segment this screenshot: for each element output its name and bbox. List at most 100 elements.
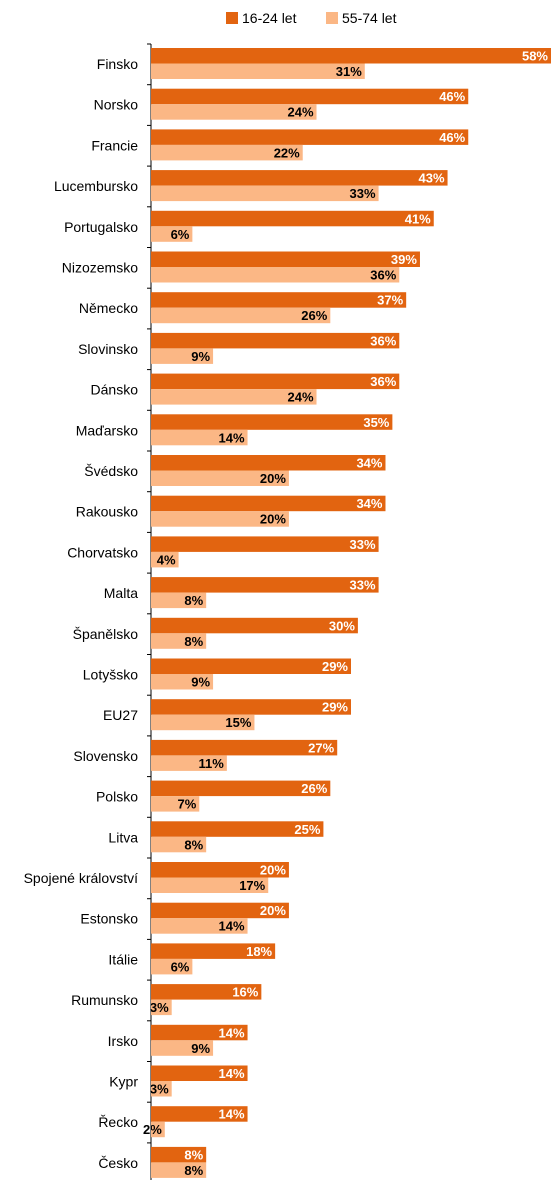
bar-16-24 bbox=[151, 984, 262, 1000]
bar-16-24 bbox=[151, 780, 331, 797]
legend-label-16-24: 16-24 let bbox=[242, 10, 297, 26]
data-label-55-74: 9% bbox=[191, 675, 210, 690]
bar-16-24 bbox=[151, 577, 379, 593]
bar-16-24 bbox=[151, 251, 420, 267]
category-label: Česko bbox=[98, 1155, 138, 1171]
plot-area: Finsko 58% 31% Norsko 46% 24% Francie 46% 22% Luc… bbox=[24, 43, 551, 1180]
data-label-16-24: 25% bbox=[294, 822, 320, 837]
bar-55-74 bbox=[151, 226, 193, 242]
data-label-16-24: 29% bbox=[322, 659, 348, 674]
data-label-55-74: 3% bbox=[150, 1000, 169, 1015]
category-label: Rakousko bbox=[76, 504, 138, 520]
data-label-55-74: 2% bbox=[143, 1122, 162, 1137]
category-label: Kypr bbox=[109, 1074, 138, 1090]
data-label-16-24: 34% bbox=[356, 456, 382, 471]
bar-55-74 bbox=[151, 714, 255, 731]
bar-55-74 bbox=[151, 1081, 172, 1097]
bar-55-74 bbox=[151, 511, 289, 527]
data-label-16-24: 14% bbox=[219, 1066, 245, 1081]
data-label-55-74: 11% bbox=[199, 756, 225, 771]
bar-16-24 bbox=[151, 821, 324, 837]
bar-55-74 bbox=[151, 755, 227, 771]
bar-55-74 bbox=[151, 429, 248, 446]
bar-16-24 bbox=[151, 170, 448, 186]
data-label-55-74: 9% bbox=[191, 349, 210, 364]
bar-16-24 bbox=[151, 332, 400, 349]
legend-swatch-55-74 bbox=[326, 12, 338, 24]
data-label-55-74: 20% bbox=[260, 512, 286, 527]
category-label: Lucembursko bbox=[54, 178, 138, 194]
bar-16-24 bbox=[151, 495, 386, 512]
bar-16-24 bbox=[151, 1024, 248, 1041]
category-label: EU27 bbox=[103, 707, 138, 723]
bar-16-24 bbox=[151, 1065, 248, 1081]
bar-55-74 bbox=[151, 1121, 165, 1138]
data-label-16-24: 58% bbox=[522, 49, 548, 64]
data-label-16-24: 36% bbox=[370, 333, 396, 348]
data-label-16-24: 20% bbox=[260, 903, 286, 918]
bar-55-74 bbox=[151, 1040, 214, 1056]
data-label-16-24: 18% bbox=[246, 944, 272, 959]
category-label: Lotyšsko bbox=[83, 667, 138, 683]
category-label: Německo bbox=[79, 300, 138, 316]
category-label: Španělsko bbox=[73, 626, 139, 642]
bar-55-74 bbox=[151, 877, 269, 893]
data-label-55-74: 8% bbox=[184, 837, 203, 852]
legend-label-55-74: 55-74 let bbox=[342, 10, 397, 26]
data-label-16-24: 29% bbox=[322, 700, 348, 715]
bar-55-74 bbox=[151, 389, 317, 405]
data-label-55-74: 8% bbox=[184, 593, 203, 608]
data-label-55-74: 8% bbox=[184, 1163, 203, 1178]
data-label-55-74: 14% bbox=[219, 430, 245, 445]
data-label-16-24: 14% bbox=[219, 1107, 245, 1122]
data-label-16-24: 43% bbox=[419, 171, 445, 186]
data-label-16-24: 30% bbox=[329, 618, 355, 633]
bar-55-74 bbox=[151, 144, 303, 161]
bar-16-24 bbox=[151, 210, 434, 227]
category-label: Portugalsko bbox=[64, 219, 138, 235]
category-label: Rumunsko bbox=[71, 992, 138, 1008]
bar-16-24 bbox=[151, 658, 351, 674]
bar-16-24 bbox=[151, 292, 407, 308]
category-label: Finsko bbox=[97, 56, 138, 72]
bar-55-74 bbox=[151, 1162, 207, 1178]
data-label-16-24: 41% bbox=[405, 211, 431, 226]
category-label: Spojené království bbox=[24, 870, 139, 886]
category-label: Norsko bbox=[94, 97, 139, 113]
data-label-16-24: 36% bbox=[370, 374, 396, 389]
bar-55-74 bbox=[151, 796, 200, 812]
category-label: Chorvatsko bbox=[67, 544, 138, 560]
bar-55-74 bbox=[151, 267, 400, 283]
category-label: Švédsko bbox=[84, 463, 138, 479]
bar-16-24 bbox=[151, 373, 400, 390]
data-label-55-74: 26% bbox=[301, 308, 327, 323]
bar-55-74 bbox=[151, 836, 207, 853]
bar-55-74 bbox=[151, 104, 317, 120]
bar-16-24 bbox=[151, 129, 469, 145]
data-label-55-74: 17% bbox=[239, 878, 265, 893]
bar-16-24 bbox=[151, 536, 379, 552]
bar-55-74 bbox=[151, 470, 289, 486]
category-label: Francie bbox=[91, 137, 138, 153]
data-label-55-74: 15% bbox=[225, 715, 251, 730]
data-label-55-74: 22% bbox=[274, 145, 300, 160]
data-label-16-24: 8% bbox=[184, 1147, 203, 1162]
legend-swatch-16-24 bbox=[226, 12, 238, 24]
data-label-16-24: 37% bbox=[377, 293, 403, 308]
category-label: Litva bbox=[108, 829, 138, 845]
bar-55-74 bbox=[151, 674, 214, 690]
data-label-55-74: 33% bbox=[350, 186, 376, 201]
data-label-16-24: 35% bbox=[363, 415, 389, 430]
data-label-55-74: 9% bbox=[191, 1041, 210, 1056]
bar-16-24 bbox=[151, 1146, 207, 1163]
data-label-55-74: 3% bbox=[150, 1082, 169, 1097]
bar-16-24 bbox=[151, 862, 289, 878]
category-label: Itálie bbox=[108, 951, 138, 967]
data-label-16-24: 46% bbox=[439, 130, 465, 145]
data-label-55-74: 24% bbox=[287, 390, 313, 405]
data-label-55-74: 4% bbox=[157, 552, 176, 567]
bar-55-74 bbox=[151, 633, 207, 649]
data-label-55-74: 8% bbox=[184, 634, 203, 649]
category-label: Maďarsko bbox=[76, 422, 139, 438]
bar-55-74 bbox=[151, 958, 193, 975]
